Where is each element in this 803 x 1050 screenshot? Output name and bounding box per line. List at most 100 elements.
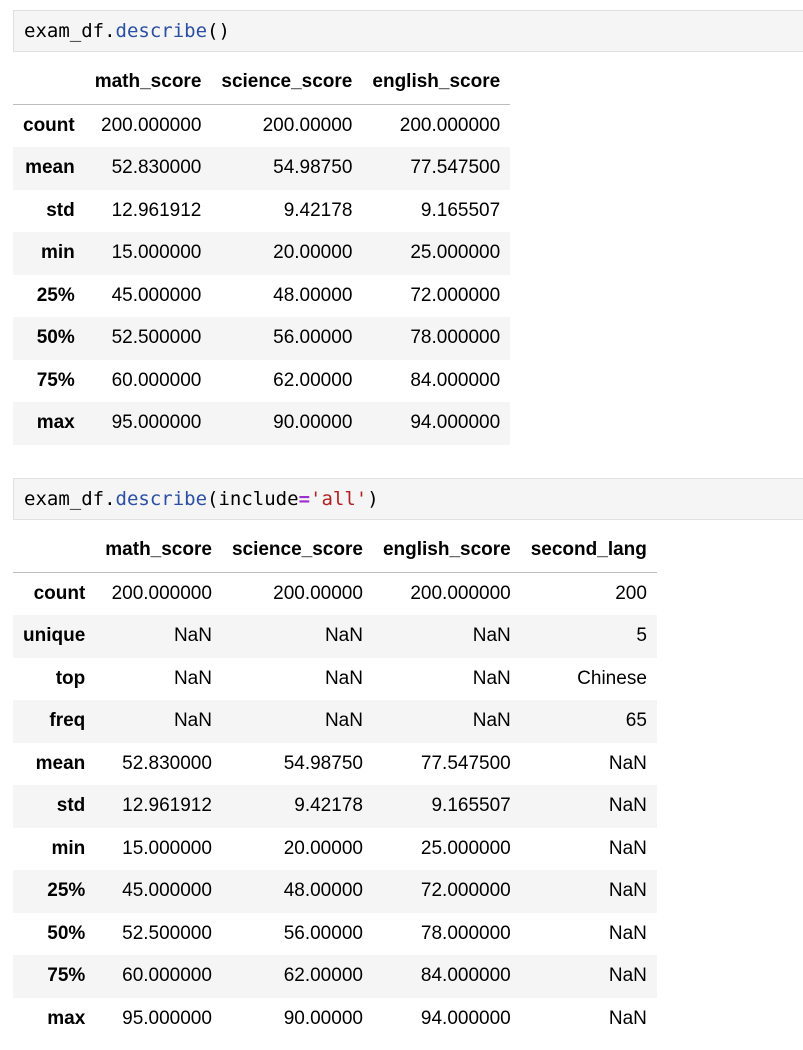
table-cell: NaN <box>324 625 363 647</box>
table-cell: 95.000000 <box>111 412 202 434</box>
table-cell: NaN <box>608 752 647 774</box>
code-paren-open: ( <box>207 488 219 510</box>
table-cell: 15.000000 <box>111 242 202 264</box>
table-cell: 20.00000 <box>273 242 353 264</box>
table-row: 50% 52.500000 56.00000 78.000000 NaN <box>13 913 657 956</box>
table-cell: 200.00000 <box>273 582 363 604</box>
table-cell: 200.00000 <box>262 114 353 136</box>
table-cell: 5 <box>636 625 647 647</box>
table-cell: 54.98750 <box>273 157 353 179</box>
column-header: math_score <box>95 529 222 573</box>
table-row: 50% 52.500000 56.00000 78.000000 <box>13 317 511 360</box>
table-cell: 90.00000 <box>273 412 353 434</box>
table-row: max 95.000000 90.00000 94.000000 <box>13 402 511 445</box>
table-cell: NaN <box>608 922 647 944</box>
table-row: std 12.961912 9.42178 9.165507 NaN <box>13 785 657 828</box>
table-row: unique NaN NaN NaN 5 <box>13 615 657 658</box>
table-cell: 94.000000 <box>410 412 501 434</box>
row-index-label: 50% <box>36 327 75 349</box>
table-cell: NaN <box>608 965 647 987</box>
describe-output-table: math_score science_score english_score cou… <box>13 61 511 445</box>
table-cell: Chinese <box>577 667 647 689</box>
code-object: exam_df. <box>24 488 116 510</box>
table-cell: 56.00000 <box>273 327 353 349</box>
row-index-label: min <box>40 242 75 264</box>
code-string-arg: 'all' <box>310 488 368 510</box>
row-index-label: count <box>33 582 86 604</box>
table-cell: 200.000000 <box>101 114 202 136</box>
table-row: count 200.000000 200.00000 200.000000 200 <box>13 572 657 615</box>
code-arg-name: include <box>218 488 299 510</box>
table-cell: 9.165507 <box>420 199 501 221</box>
table-cell: 62.00000 <box>283 965 363 987</box>
row-index-label: mean <box>25 157 75 179</box>
table-cell: 45.000000 <box>122 880 212 902</box>
column-header: english_score <box>372 529 521 573</box>
table-cell: 45.000000 <box>111 284 202 306</box>
table-cell: 9.42178 <box>283 199 353 221</box>
table-cell: 52.500000 <box>122 922 212 944</box>
table-cell: 48.00000 <box>273 284 353 306</box>
code-method: describe <box>115 488 208 510</box>
table-cell: 60.000000 <box>111 369 202 391</box>
row-index-label: 75% <box>36 369 75 391</box>
column-header: science_score <box>211 61 363 105</box>
table-row: min 15.000000 20.00000 25.000000 <box>13 232 511 275</box>
table-cell: 95.000000 <box>122 1007 212 1029</box>
row-index-label: top <box>55 667 86 689</box>
table-cell: 200.000000 <box>410 582 511 604</box>
code-method: describe <box>115 20 208 42</box>
table-cell: 54.98750 <box>283 752 363 774</box>
table-cell: 84.000000 <box>420 965 511 987</box>
table-cell: NaN <box>173 710 212 732</box>
column-header: second_lang <box>520 529 657 573</box>
table-row: std 12.961912 9.42178 9.165507 <box>13 190 510 233</box>
row-index-label: count <box>23 114 75 136</box>
table-row: freq NaN NaN NaN 65 <box>13 700 657 743</box>
table-cell: 90.00000 <box>283 1007 363 1029</box>
table-cell: NaN <box>472 625 511 647</box>
code-paren-open: ( <box>207 20 219 42</box>
code-object: exam_df. <box>24 20 116 42</box>
table-cell: 25.000000 <box>410 242 501 264</box>
table-cell: NaN <box>173 667 212 689</box>
table-cell: 200.000000 <box>111 582 212 604</box>
row-index-label: 25% <box>47 880 86 902</box>
table-cell: NaN <box>324 710 363 732</box>
table-row: 25% 45.000000 48.00000 72.000000 NaN <box>13 870 657 913</box>
table-cell: 78.000000 <box>410 327 501 349</box>
table-row: 75% 60.000000 62.00000 84.000000 <box>13 360 510 403</box>
table-cell: 12.961912 <box>111 199 202 221</box>
index-header-corner <box>13 61 85 105</box>
table-row: count 200.000000 200.00000 200.000000 <box>13 104 510 147</box>
code-cell-describe-include-all[interactable]: exam_df.describe(include='all') <box>13 478 803 520</box>
table-cell: 15.000000 <box>122 837 212 859</box>
row-index-label: max <box>47 1007 86 1029</box>
header-row: math_score science_score english_score <box>13 61 511 105</box>
code-cell-describe[interactable]: exam_df.describe() <box>13 10 803 52</box>
row-index-label: 25% <box>36 284 75 306</box>
row-index-label: 75% <box>47 965 86 987</box>
row-index-label: std <box>56 795 86 817</box>
table-cell: 65 <box>625 710 647 732</box>
table-cell: NaN <box>173 625 212 647</box>
table-cell: NaN <box>472 667 511 689</box>
table-cell: 52.500000 <box>111 327 202 349</box>
table-cell: 48.00000 <box>283 880 363 902</box>
table-cell: 77.547500 <box>410 157 501 179</box>
row-index-label: std <box>46 199 75 221</box>
table-cell: 25.000000 <box>420 837 511 859</box>
code-paren-close: ) <box>218 20 230 42</box>
header-row: math_score science_score english_score seco… <box>13 529 657 573</box>
table-cell: 9.165507 <box>431 795 511 817</box>
table-cell: NaN <box>472 710 511 732</box>
describe-all-output-table: math_score science_score english_score seco… <box>13 529 657 1040</box>
table-cell: NaN <box>608 837 647 859</box>
table-row: mean 52.830000 54.98750 77.547500 <box>13 147 511 190</box>
table-cell: 200.000000 <box>399 114 501 136</box>
table-row: min 15.000000 20.00000 25.000000 NaN <box>13 828 657 871</box>
table-cell: 77.547500 <box>420 752 511 774</box>
table-cell: 12.961912 <box>122 795 212 817</box>
table-cell: 78.000000 <box>420 922 511 944</box>
table-row: mean 52.830000 54.98750 77.547500 NaN <box>13 743 657 786</box>
